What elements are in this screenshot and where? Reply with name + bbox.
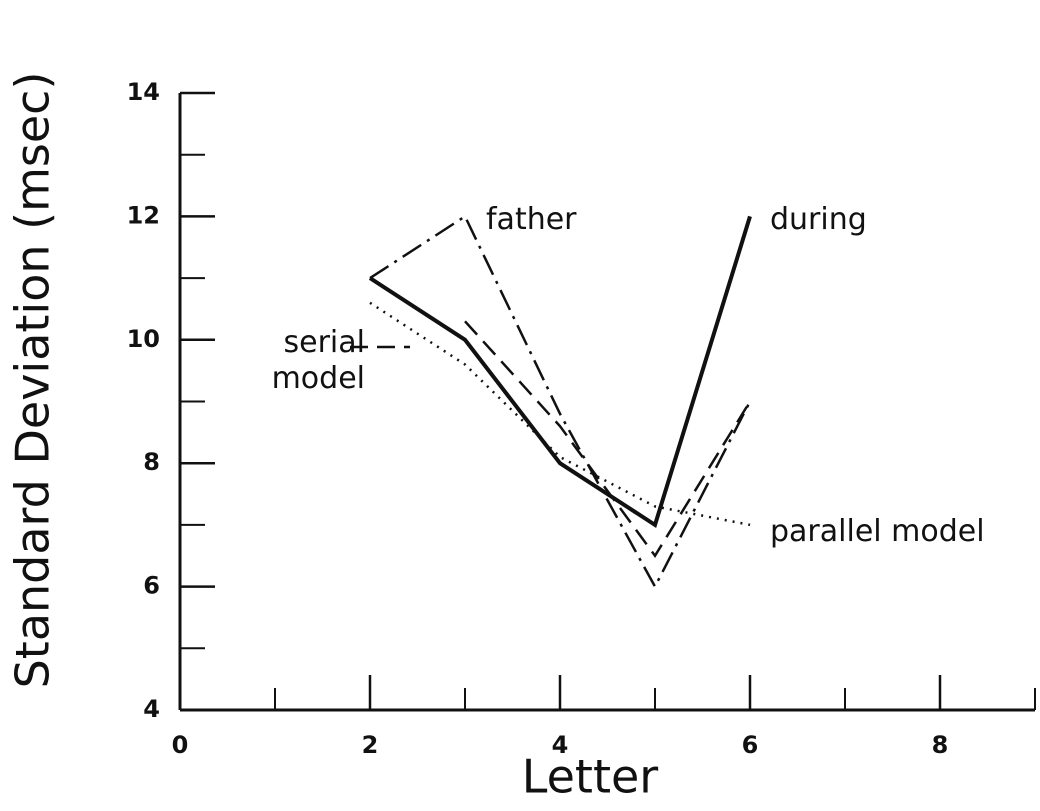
y-axis-title: Standard Deviation (msec) [6,72,60,689]
x-axis-title: Letter [522,750,658,804]
y-tick-label: 10 [127,325,160,353]
y-tick-label: 4 [143,695,160,723]
x-tick-label: 0 [172,731,189,759]
series-label: during [770,202,867,237]
series-label: father [486,202,577,237]
y-tick-label: 8 [143,448,160,476]
series-line [464,320,752,558]
series-label: serial model [271,325,365,396]
y-tick-label: 6 [143,572,160,600]
series-label: parallel model [770,514,985,549]
x-tick-label: 2 [362,731,379,759]
x-tick-label: 6 [742,731,759,759]
series-line [368,215,752,529]
series-line [369,214,752,590]
series-line [369,301,751,527]
x-tick-label: 8 [932,731,949,759]
y-tick-label: 12 [127,201,160,229]
x-tick-label: 4 [552,731,569,759]
y-tick-label: 14 [127,78,160,106]
